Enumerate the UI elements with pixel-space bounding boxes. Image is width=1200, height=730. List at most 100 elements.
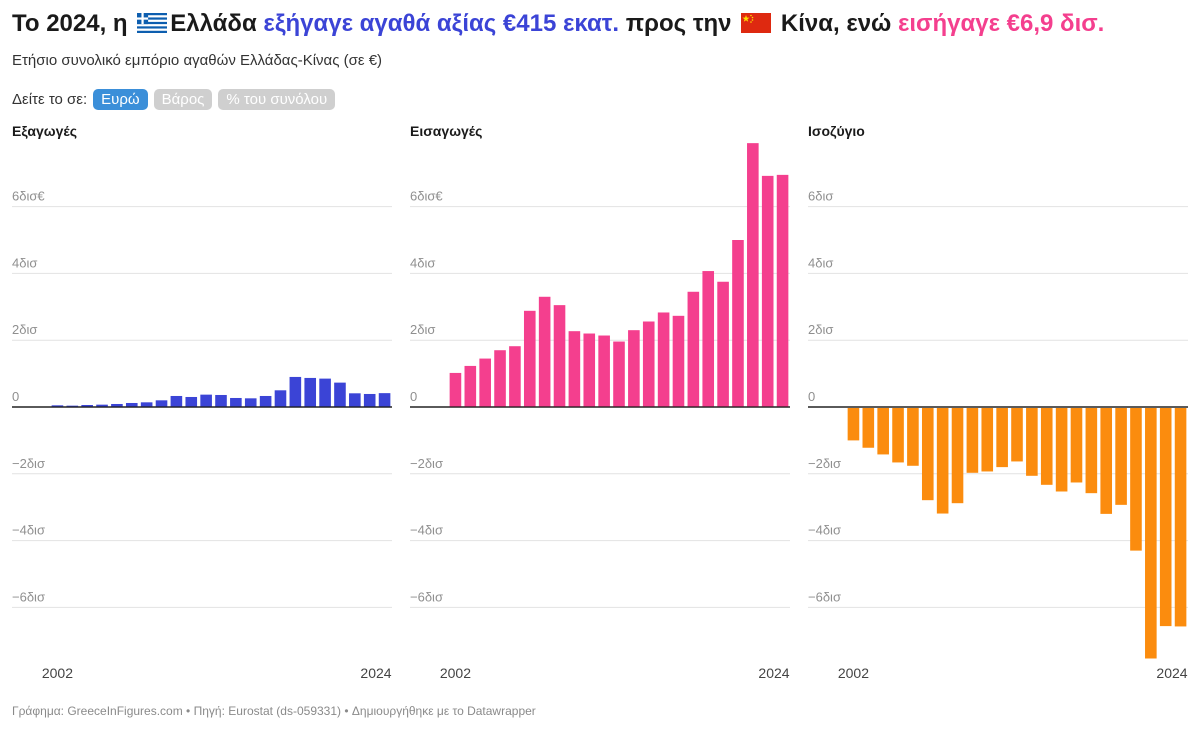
bar-2003 — [66, 405, 79, 407]
greece-flag-icon — [137, 13, 168, 33]
bar-2004 — [877, 408, 889, 455]
chart-panel-2: Εισαγωγές 6δισ€ 4δισ 2δισ 0 −2δισ −4δισ −6δισ 20… — [410, 123, 790, 681]
bar-2008 — [538, 296, 551, 407]
panel-title: Εισαγωγές — [410, 123, 482, 139]
y-tick-label: 2δισ — [410, 322, 435, 337]
title-country1: Ελλάδα — [170, 10, 257, 37]
bar-2012 — [598, 335, 610, 407]
bar-2023 — [1159, 408, 1172, 627]
y-tick-label: 4δισ — [12, 255, 37, 270]
bar-2013 — [613, 341, 625, 407]
y-tick-label: 6δισ€ — [410, 189, 443, 204]
bar-2004 — [479, 358, 491, 407]
y-tick-label: 4δισ — [808, 255, 833, 270]
bar-2005 — [96, 404, 108, 407]
bar-2009 — [951, 408, 964, 504]
chart-title: Το 2024, η Ελλάδα εξήγαγε αγαθά αξίας €4… — [12, 10, 1104, 38]
y-tick-label: 0 — [410, 389, 417, 404]
chart-footer: Γράφημα: GreeceInFigures.com • Πηγή: Eur… — [12, 704, 536, 718]
bar-2014 — [230, 397, 242, 407]
chart-panel-3: Ισοζύγιο 6δισ 4δισ 2δισ 0 −2δισ −4δισ −6δισ 2002… — [808, 123, 1188, 681]
y-tick-label: −6δισ — [808, 589, 841, 604]
y-tick-label: 0 — [12, 389, 19, 404]
bar-2023 — [761, 175, 774, 407]
bar-series — [847, 408, 1187, 659]
y-tick-label: 0 — [808, 389, 815, 404]
bar-2004 — [81, 405, 93, 407]
bar-2017 — [1070, 408, 1083, 483]
china-flag-icon — [741, 13, 772, 33]
bar-2021 — [732, 240, 744, 407]
toggle-percent-button[interactable]: % του συνόλου — [218, 89, 336, 110]
bar-2019 — [1100, 408, 1113, 514]
bar-2024 — [1174, 408, 1187, 627]
x-tick-label-last: 2024 — [1156, 665, 1187, 681]
bar-2008 — [936, 408, 949, 514]
bar-2006 — [509, 346, 521, 407]
bar-2023 — [363, 393, 376, 407]
bar-2016 — [657, 312, 670, 407]
bar-2015 — [244, 398, 257, 407]
bar-2016 — [1055, 408, 1068, 492]
bar-2008 — [140, 402, 153, 407]
bar-2024 — [776, 174, 789, 407]
toggle-weight-button[interactable]: Βάρος — [153, 89, 213, 110]
y-tick-label: −2δισ — [12, 456, 45, 471]
x-tick-label-first: 2002 — [440, 665, 471, 681]
title-imports-highlight: εισήγαγε €6,9 δισ. — [898, 10, 1105, 37]
bar-2012 — [200, 394, 212, 407]
bar-2017 — [274, 390, 287, 407]
bar-2020 — [1115, 408, 1127, 505]
bar-2009 — [155, 400, 168, 407]
y-tick-label: −4δισ — [12, 523, 45, 538]
bar-2002 — [51, 405, 64, 407]
bar-2005 — [892, 408, 904, 463]
x-tick-label-first: 2002 — [42, 665, 73, 681]
small-multiples-chart: Εξαγωγές 6δισ€ 4δισ 2δισ 0 −2δισ −4δισ −6δισ 200… — [12, 123, 1188, 681]
panel-title: Ισοζύγιο — [808, 123, 865, 139]
y-tick-label: −6δισ — [12, 589, 45, 604]
y-tick-label: −4δισ — [808, 523, 841, 538]
bar-2005 — [494, 350, 506, 407]
bar-2010 — [568, 331, 581, 407]
y-tick-label: 2δισ — [12, 322, 37, 337]
bar-series — [51, 376, 391, 407]
bar-2015 — [642, 321, 655, 407]
bar-2020 — [717, 281, 729, 407]
bar-2016 — [259, 395, 272, 407]
x-tick-label-last: 2024 — [360, 665, 391, 681]
panel-title: Εξαγωγές — [12, 123, 77, 139]
bar-2013 — [215, 394, 227, 407]
bar-2021 — [334, 382, 346, 407]
chart-subtitle: Ετήσιο συνολικό εμπόριο αγαθών Ελλάδας-Κ… — [12, 52, 383, 69]
bar-2018 — [687, 291, 700, 407]
bar-2012 — [996, 408, 1008, 468]
y-tick-label: 6δισ€ — [12, 189, 45, 204]
bar-2006 — [907, 408, 919, 466]
bar-2011 — [583, 333, 596, 407]
y-tick-label: −4δισ — [410, 523, 443, 538]
bar-2018 — [1085, 408, 1098, 494]
bar-2011 — [981, 408, 994, 472]
y-tick-label: −2δισ — [410, 456, 443, 471]
chart-panel-1: Εξαγωγές 6δισ€ 4δισ 2δισ 0 −2δισ −4δισ −6δισ 200… — [12, 123, 392, 681]
title-exports-highlight: εξήγαγε αγαθά αξίας €415 εκατ. — [263, 10, 620, 37]
bar-2007 — [921, 408, 934, 501]
bar-2020 — [319, 378, 331, 407]
bar-2022 — [349, 393, 361, 407]
bar-2003 — [862, 408, 875, 448]
bar-2013 — [1011, 408, 1023, 462]
toggle-euro-button[interactable]: Ευρώ — [93, 89, 148, 110]
unit-toggle: Δείτε το σε: Ευρώ Βάρος % του συνόλου — [12, 89, 336, 110]
title-part1: Το 2024, η — [12, 10, 128, 37]
bar-2002 — [449, 372, 462, 407]
bar-2009 — [553, 305, 566, 407]
y-tick-label: 4δισ — [410, 255, 435, 270]
bar-2015 — [1040, 408, 1053, 485]
bar-2019 — [304, 377, 317, 407]
bar-2021 — [1130, 408, 1142, 551]
bar-2007 — [523, 310, 536, 407]
y-tick-label: 2δισ — [808, 322, 833, 337]
bar-2017 — [672, 315, 685, 407]
bar-2003 — [464, 365, 477, 407]
